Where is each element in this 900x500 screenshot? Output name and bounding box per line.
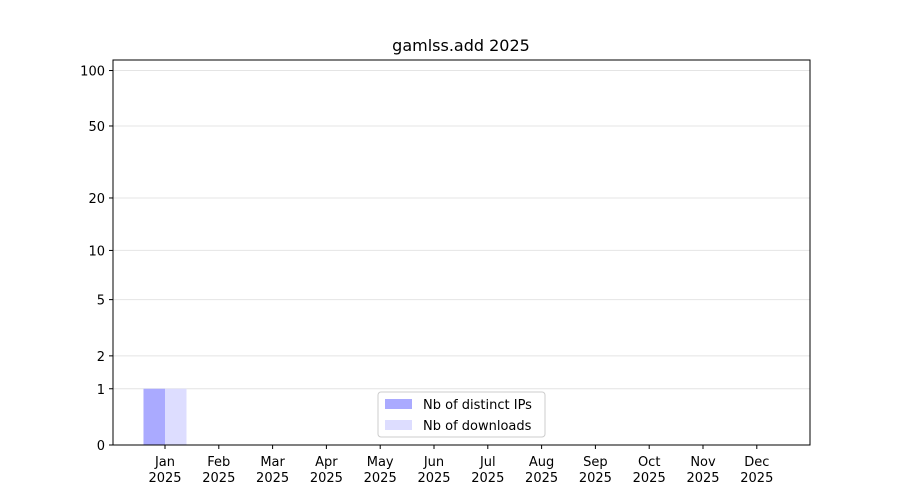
x-tick-label: Jul 2025: [471, 455, 504, 486]
x-tick-label: Nov 2025: [686, 455, 719, 486]
legend-label: Nb of distinct IPs: [423, 398, 532, 413]
bar: [165, 388, 187, 445]
y-tick-label: 0: [97, 439, 105, 454]
x-tick-label: Oct 2025: [633, 455, 666, 486]
y-tick-label: 5: [97, 294, 105, 309]
bar: [143, 388, 165, 445]
y-tick-label: 20: [88, 192, 105, 207]
legend-swatch: [385, 399, 412, 409]
x-tick-label: Mar 2025: [256, 455, 289, 486]
legend-label: Nb of downloads: [423, 419, 532, 434]
chart-title: gamlss.add 2025: [392, 36, 530, 55]
plot-frame: [112, 59, 811, 446]
x-tick-label: Dec 2025: [740, 455, 773, 486]
x-tick-label: Jun 2025: [417, 455, 450, 486]
legend-box: [377, 391, 546, 438]
y-tick-label: 2: [97, 350, 105, 365]
y-tick-label: 50: [88, 120, 105, 135]
x-tick-label: Apr 2025: [310, 455, 343, 486]
x-tick-label: Sep 2025: [579, 455, 612, 486]
x-tick-label: Aug 2025: [525, 455, 558, 486]
x-tick-label: Feb 2025: [202, 455, 235, 486]
x-tick-label: Jan 2025: [148, 455, 181, 486]
legend-swatch: [385, 420, 412, 430]
y-tick-label: 100: [80, 65, 105, 80]
x-tick-label: May 2025: [364, 455, 397, 486]
y-tick-label: 1: [97, 383, 105, 398]
y-tick-label: 10: [88, 244, 105, 259]
